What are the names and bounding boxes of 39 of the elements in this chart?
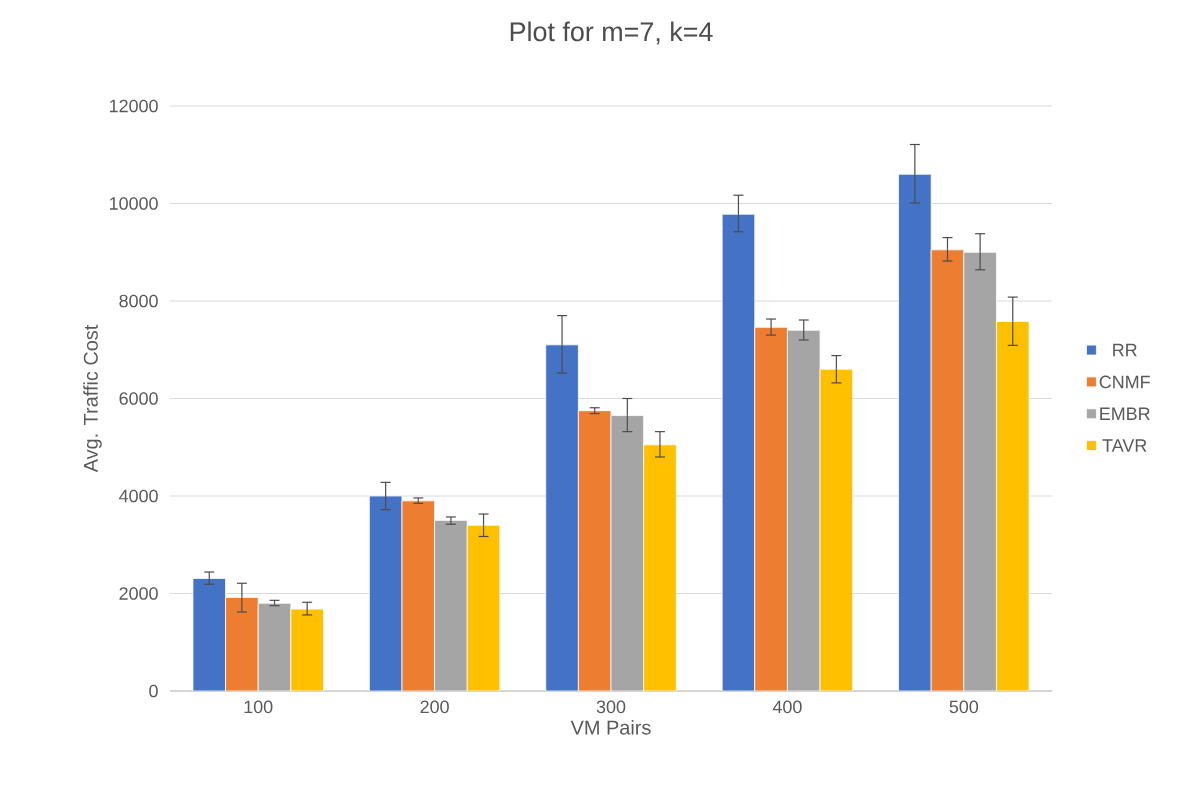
bar	[643, 444, 677, 691]
y-tick-label: 6000	[119, 392, 158, 405]
y-tick-label: 4000	[119, 489, 158, 503]
bar	[898, 173, 932, 691]
bar	[225, 597, 259, 691]
y-tick-label: 12000	[110, 99, 158, 113]
y-tick-label: 10000	[110, 197, 158, 210]
bar	[996, 321, 1030, 691]
legend-label: EMBR	[1100, 407, 1150, 420]
x-tick-label: 400	[772, 700, 802, 714]
bar	[577, 410, 612, 691]
y-tick-label: 0	[149, 684, 158, 698]
bar	[819, 368, 854, 691]
legend-label: CNMF	[1099, 375, 1150, 389]
bar	[466, 524, 501, 691]
legend-label: TAVR	[1102, 439, 1147, 452]
y-tick-label: 2000	[119, 587, 158, 600]
bar	[754, 326, 788, 691]
y-axis-title: Avg. Traffic Cost	[83, 324, 102, 473]
bar	[290, 608, 324, 691]
x-tick-label: 500	[949, 700, 979, 714]
bar	[401, 500, 436, 691]
bar	[963, 251, 997, 691]
bar	[930, 249, 965, 691]
legend-label: RR	[1113, 343, 1137, 357]
x-tick-label: 300	[596, 700, 626, 714]
chart-title: Plot for m=7, k=4	[510, 21, 713, 45]
x-axis-title: VM Pairs	[570, 720, 651, 735]
bar	[721, 213, 756, 691]
bar	[434, 519, 468, 691]
bar	[787, 329, 821, 691]
x-tick-label: 200	[420, 700, 449, 714]
bar	[368, 495, 403, 691]
bar	[257, 602, 292, 691]
bar	[610, 415, 645, 691]
x-tick-label: 100	[244, 700, 273, 714]
y-tick-label: 8000	[119, 294, 158, 308]
bar	[545, 344, 579, 691]
bar	[192, 577, 226, 691]
